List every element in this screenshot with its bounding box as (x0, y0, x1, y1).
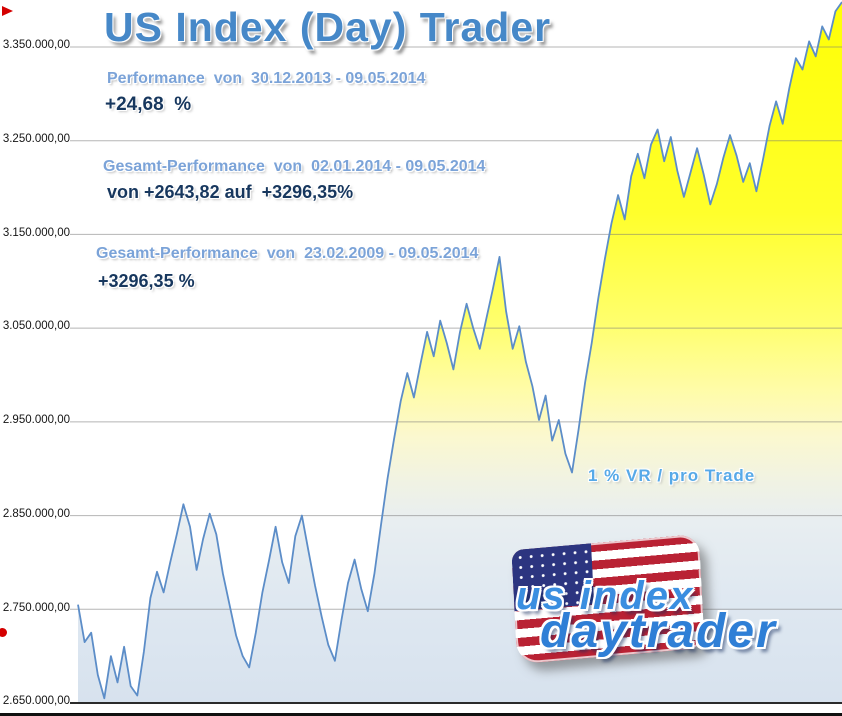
risk-per-trade-note: 1 % VR / pro Trade (588, 466, 756, 485)
y-axis-label: 3.250.000,00 (2, 133, 70, 145)
gesamt-performance-2009-value: +3296,35 % (98, 271, 195, 291)
y-axis-label: 3.050.000,00 (2, 320, 70, 332)
performance-value: +24,68 % (105, 94, 192, 115)
y-axis-label: 2.950.000,00 (2, 414, 70, 426)
logo-text-daytrader: daytrader (540, 605, 777, 658)
y-axis-label: 3.150.000,00 (2, 227, 70, 239)
equity-curve-line (77, 1, 842, 700)
y-axis-label: 2.750.000,00 (2, 602, 70, 614)
gesamt-performance-2014-label: Gesamt-Performance von 02.01.2014 - 09.0… (103, 158, 486, 175)
y-axis-label: 3.350.000,00 (2, 39, 70, 51)
performance-period-label: Performance von 30.12.2013 - 09.05.2014 (107, 70, 426, 87)
y-axis-label: 2.850.000,00 (2, 508, 70, 520)
y-axis-label: 2.650.000,00 (2, 695, 70, 707)
area-fill (78, 2, 842, 703)
page-title: US Index (Day) Trader (104, 4, 552, 50)
gesamt-performance-2014-value: von +2643,82 auf +3296,35% (107, 182, 354, 202)
logo-text-us-index: us index (516, 574, 695, 618)
gesamt-performance-2009-label: Gesamt-Performance von 23.02.2009 - 09.0… (96, 245, 479, 262)
red-dot-icon (0, 628, 7, 637)
red-arrow-icon (2, 6, 13, 16)
